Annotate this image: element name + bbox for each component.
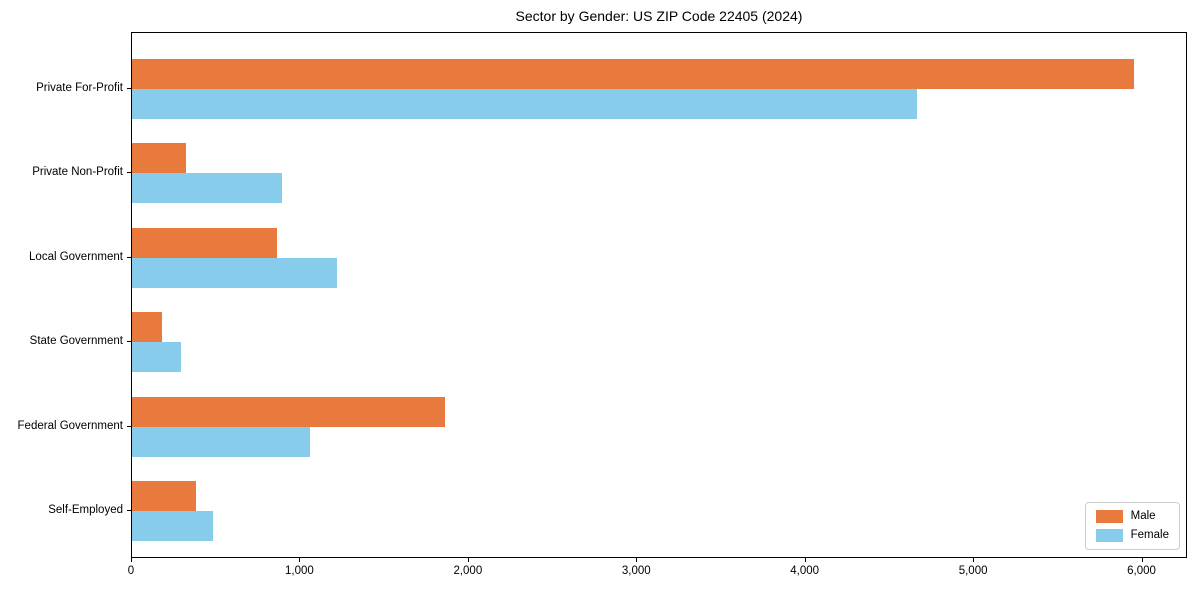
x-tick-mark	[467, 558, 469, 562]
x-tick-mark	[973, 558, 975, 562]
x-tick-mark	[299, 558, 301, 562]
bar-male-3	[132, 312, 163, 342]
bar-male-1	[132, 143, 186, 173]
bar-male-0	[132, 58, 1134, 89]
y-tick-label: Private Non-Profit	[32, 166, 123, 178]
bar-male-2	[132, 227, 277, 258]
legend-label: Male	[1130, 510, 1156, 522]
bar-female-3	[132, 342, 181, 372]
legend-swatch-female	[1095, 529, 1123, 542]
x-tick-mark	[131, 558, 132, 562]
chart-title: Sector by Gender: US ZIP Code 22405 (202…	[515, 8, 803, 24]
y-tick-label: State Government	[29, 335, 123, 347]
bar-male-4	[132, 396, 445, 427]
x-tick-label: 3,000	[621, 565, 651, 577]
x-tick-label: 4,000	[790, 565, 820, 577]
y-tick-label: Federal Government	[17, 419, 123, 432]
x-tick-mark	[804, 558, 806, 562]
legend-swatch-male	[1095, 510, 1123, 523]
x-tick-label: 0	[127, 565, 135, 577]
y-tick-mark	[127, 87, 131, 89]
y-tick-label: Self-Employed	[48, 504, 123, 516]
plot-area: Male Female	[131, 32, 1187, 558]
y-tick-label: Private For-Profit	[36, 81, 123, 94]
y-tick-mark	[127, 256, 131, 258]
bar-male-5	[132, 481, 196, 511]
legend-entry-female: Female	[1095, 529, 1169, 542]
x-tick-label: 6,000	[1127, 565, 1156, 577]
y-tick-mark	[127, 172, 131, 173]
y-tick-mark	[127, 341, 131, 342]
x-tick-mark	[1141, 558, 1143, 562]
bars-layer	[132, 33, 1186, 557]
y-tick-mark	[127, 510, 131, 511]
bar-female-0	[132, 88, 918, 119]
y-tick-mark	[127, 425, 131, 427]
x-tick-label: 1,000	[285, 565, 314, 577]
bar-female-1	[132, 173, 282, 203]
legend-entry-male: Male	[1095, 510, 1169, 523]
y-tick-label: Local Government	[29, 250, 123, 263]
legend-label: Female	[1130, 529, 1169, 541]
x-tick-mark	[636, 558, 638, 562]
bar-female-5	[132, 511, 213, 541]
x-tick-label: 5,000	[958, 565, 988, 577]
bar-female-2	[132, 257, 338, 288]
x-tick-label: 2,000	[453, 565, 483, 577]
bar-female-4	[132, 426, 311, 457]
legend: Male Female	[1084, 502, 1180, 550]
